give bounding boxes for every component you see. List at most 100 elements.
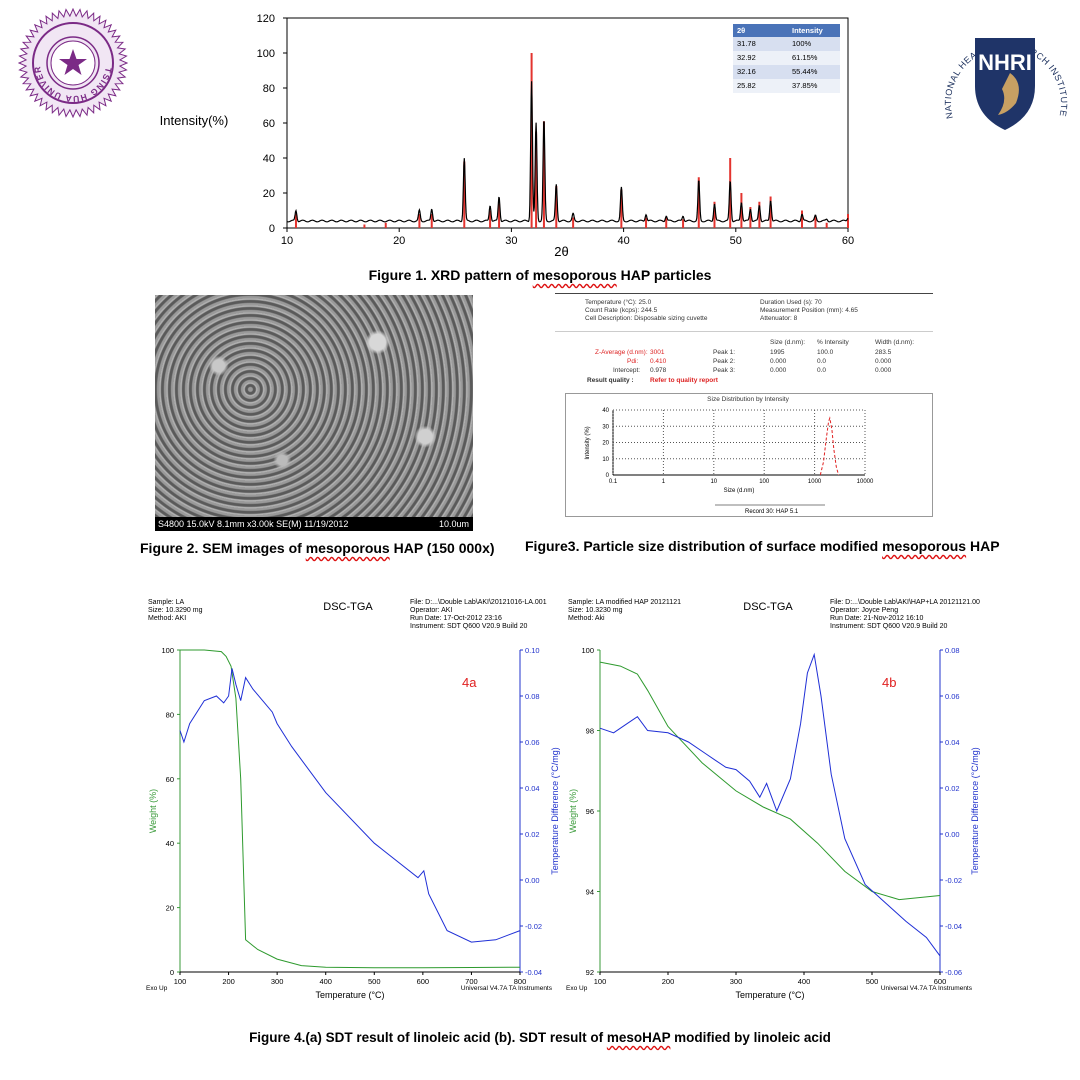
report-header-left-2: Count Rate (kcps): 244.5 xyxy=(585,307,658,314)
figure-1-caption-text: Figure 1. XRD pattern of xyxy=(368,267,533,283)
report-pdi-label: Pdi: xyxy=(627,358,639,365)
tsinghua-logo: TSING HUA UNIVERSITY xyxy=(15,0,129,119)
report-intercept-value: 0.978 xyxy=(650,367,667,374)
xrd-x-tick-label: 30 xyxy=(505,235,517,247)
sdt-y2-tick-label: -0.02 xyxy=(525,922,542,931)
report-quality-label: Result quality : xyxy=(587,377,634,384)
sdt-y-tick-label: 98 xyxy=(586,727,594,736)
dls-y-tick-label: 10 xyxy=(602,457,609,463)
xrd-y-tick-label: 80 xyxy=(263,83,275,95)
sdt-y-tick-label: 40 xyxy=(166,839,174,848)
sdt-y2-tick-label: 0.00 xyxy=(945,830,960,839)
sdt-y-tick-label: 100 xyxy=(161,646,174,655)
sdt-x-tick-label: 100 xyxy=(594,977,607,986)
sdt-x-tick-label: 200 xyxy=(222,977,235,986)
sem-info-text: S4800 15.0kV 8.1mm x3.00k SE(M) 11/19/20… xyxy=(158,519,349,529)
sdt-sample-info: Size: 10.3290 mg xyxy=(148,607,203,614)
figure-2-caption: Figure 2. SEM images of mesoporous HAP (… xyxy=(140,540,495,556)
report-col-pct: % Intensity xyxy=(817,339,849,346)
sdt-y2-tick-label: 0.06 xyxy=(945,692,960,701)
xrd-table-row: 25.82 37.85% xyxy=(733,79,840,93)
report-peak1-pct: 100.0 xyxy=(817,349,834,356)
sdt-y-axis-label: Weight (%) xyxy=(148,789,158,833)
figure-1-caption-tail: HAP particles xyxy=(616,267,712,283)
dls-y-axis-label: Intensity (%) xyxy=(585,426,591,459)
xrd-table-header: 2θ Intensity xyxy=(733,24,840,37)
xrd-chart: 0 20 40 60 80 100 120 10 20 30 40 50 60 Intensity(%) 2… xyxy=(160,13,854,259)
xrd-table-cell: 37.85% xyxy=(792,81,818,90)
sdt-y2-tick-label: 0.00 xyxy=(525,876,540,885)
sdt-x-tick-label: 500 xyxy=(866,977,879,986)
xrd-table-cell: 61.15% xyxy=(792,53,818,62)
sdt-y2-tick-label: 0.08 xyxy=(525,692,540,701)
sdt-y2-tick-label: -0.04 xyxy=(945,922,962,931)
dls-x-tick-label: 10 xyxy=(710,479,717,485)
xrd-measured-pattern xyxy=(286,81,849,223)
report-header-left-1: Temperature (°C): 25.0 xyxy=(585,299,652,306)
dls-plot-title: Size Distribution by Intensity xyxy=(707,396,789,403)
sdt-method-title: DSC-TGA xyxy=(743,601,793,613)
sdt-y2-axis-label: Temperature Difference (°C/mg) xyxy=(970,747,980,874)
sdt-file-info: Run Date: 21-Nov-2012 16:10 xyxy=(830,615,923,622)
sdt-x-tick-label: 400 xyxy=(319,977,332,986)
sdt-method-title: DSC-TGA xyxy=(323,601,373,613)
sdt-y2-axis-label: Temperature Difference (°C/mg) xyxy=(550,747,560,874)
sdt-file-info: Instrument: SDT Q600 V20.9 Build 20 xyxy=(830,623,947,630)
xrd-intensity-table: 2θ Intensity 31.78 100% 32.92 61.15% 32.… xyxy=(733,24,840,93)
nhri-logo: NATIONAL HEALTH RESEARCH INSTITUTES NHRI xyxy=(932,0,1075,138)
sdt-y-tick-label: 92 xyxy=(586,968,594,977)
sdt-panel-label: 4b xyxy=(882,675,896,690)
dls-y-tick-label: 20 xyxy=(602,441,609,447)
figure-4-caption-underlined: mesoHAP xyxy=(606,1030,671,1045)
report-peak1-width: 283.5 xyxy=(875,349,892,356)
sdt-weight-curve xyxy=(180,649,521,969)
report-quality-link[interactable]: Refer to quality report xyxy=(650,377,718,384)
xrd-table-cell: 32.16 xyxy=(737,67,756,76)
report-peak2-size: 0.000 xyxy=(770,358,787,365)
sdt-file-info: File: D:...\Double Lab\AKI\20121016-LA.0… xyxy=(410,599,547,606)
sdt-sample-info: Size: 10.3230 mg xyxy=(568,607,623,614)
report-peak3-pct: 0.0 xyxy=(817,367,827,374)
xrd-y-tick-label: 60 xyxy=(263,118,275,130)
figure-2-caption-text: Figure 2. SEM images of xyxy=(140,540,306,556)
report-peak1-label: Peak 1: xyxy=(713,349,736,356)
report-intercept-label: Intercept: xyxy=(613,367,641,374)
sdt-y2-tick-label: 0.10 xyxy=(525,646,540,655)
xrd-table-cell: 55.44% xyxy=(792,67,818,76)
xrd-x-tick-label: 40 xyxy=(617,235,629,247)
report-peak3-width: 0.000 xyxy=(875,367,892,374)
figure-4-caption-text: Figure 4.(a) SDT result of linoleic acid… xyxy=(249,1030,607,1045)
figure-4-caption-tail: modified by linoleic acid xyxy=(670,1030,831,1045)
dls-y-tick-label: 0 xyxy=(606,473,610,479)
figure-3-caption: Figure3. Particle size distribution of s… xyxy=(525,538,1000,554)
sdt-footer-left: Exo Up xyxy=(566,985,588,992)
xrd-y-axis-label: Intensity(%) xyxy=(160,113,229,128)
sdt-x-tick-label: 100 xyxy=(174,977,187,986)
xrd-y-tick-label: 20 xyxy=(263,188,275,200)
figure-1-caption: Figure 1. XRD pattern of mesoporous HAP … xyxy=(0,267,1080,283)
report-top-rule xyxy=(555,293,933,294)
sdt-x-tick-label: 200 xyxy=(662,977,675,986)
xrd-y-tick-label: 120 xyxy=(257,13,275,25)
sdt-y2-tick-label: -0.04 xyxy=(525,968,542,977)
xrd-table-header-cell: Intensity xyxy=(792,26,823,35)
dls-x-tick-label: 1 xyxy=(662,479,666,485)
sdt-x-tick-label: 600 xyxy=(417,977,430,986)
sdt-y2-tick-label: -0.06 xyxy=(945,968,962,977)
report-header-left-3: Cell Description: Disposable sizing cuve… xyxy=(585,315,708,322)
tsinghua-seal-icon: TSING HUA UNIVERSITY xyxy=(15,0,129,119)
sem-image: S4800 15.0kV 8.1mm x3.00k SE(M) 11/19/20… xyxy=(155,295,473,531)
dls-x-tick-label: 1000 xyxy=(808,479,822,485)
dls-x-tick-label: 10000 xyxy=(857,479,874,485)
figure-4-caption: Figure 4.(a) SDT result of linoleic acid… xyxy=(0,1030,1080,1045)
nhri-monogram: NHRI xyxy=(978,50,1032,75)
sdt-y-tick-label: 60 xyxy=(166,775,174,784)
xrd-x-axis-label: 2θ xyxy=(554,244,568,259)
seal-center-star xyxy=(59,49,87,75)
sdt-y2-tick-label: 0.06 xyxy=(525,738,540,747)
figure-1-caption-underlined: mesoporous xyxy=(532,267,617,283)
xrd-table-row: 31.78 100% xyxy=(733,37,840,51)
sdt-x-axis-label: Temperature (°C) xyxy=(735,990,804,1000)
report-col-size: Size (d.nm): xyxy=(770,339,806,346)
